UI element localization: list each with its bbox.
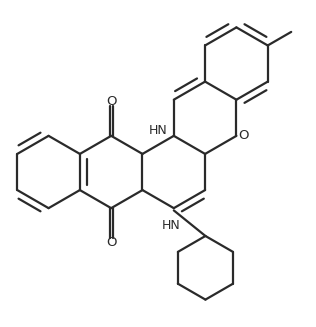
- Text: O: O: [106, 236, 116, 249]
- Text: HN: HN: [148, 124, 167, 137]
- Text: O: O: [106, 95, 116, 108]
- Text: O: O: [239, 129, 249, 142]
- Text: HN: HN: [161, 219, 180, 232]
